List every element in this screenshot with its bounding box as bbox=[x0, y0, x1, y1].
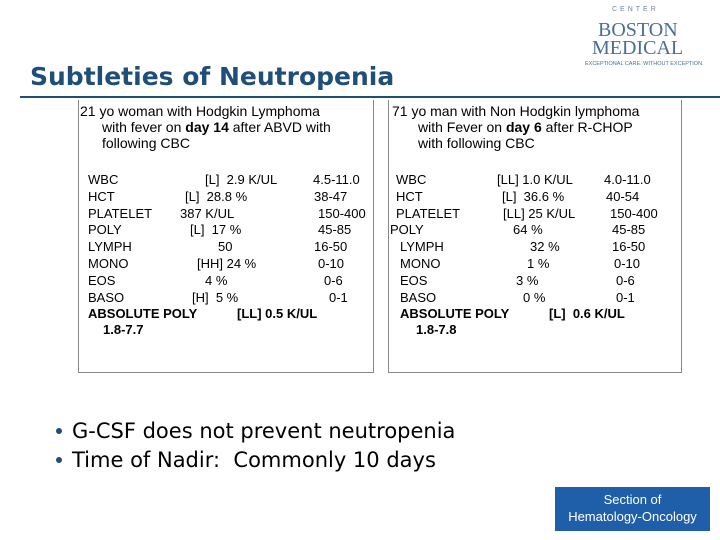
lab-value: [H] 5 % bbox=[192, 289, 239, 305]
bullet-dot bbox=[56, 428, 62, 434]
lab-range: 0-6 bbox=[616, 272, 635, 288]
abs-range: 1.8-7.8 bbox=[416, 322, 457, 338]
title: Subtleties of Neutropenia bbox=[30, 62, 395, 91]
lab-value: [L] 28.8 % bbox=[185, 188, 248, 204]
bullet-text: Time of Nadir: Commonly 10 days bbox=[72, 448, 436, 472]
lab-name: PLATELET bbox=[396, 205, 461, 221]
heading-part: 21 yo woman with Hodgkin Lymphoma bbox=[80, 103, 320, 119]
case-box bbox=[388, 100, 682, 373]
abs-label: ABSOLUTE POLY bbox=[88, 306, 198, 322]
lab-range: 16-50 bbox=[612, 239, 646, 255]
lab-range: 4.5-11.0 bbox=[313, 172, 360, 187]
lab-name: EOS bbox=[400, 272, 428, 288]
lab-name: POLY bbox=[390, 222, 424, 238]
heading-part: with following CBC bbox=[418, 135, 535, 151]
lab-value: [L] 36.6 % bbox=[502, 188, 565, 204]
lab-range: 0-1 bbox=[329, 289, 348, 305]
lab-name: HCT bbox=[396, 188, 423, 204]
lab-range: 38-47 bbox=[314, 188, 348, 204]
heading-part: after ABVD with bbox=[228, 119, 331, 135]
lab-range: 0-6 bbox=[324, 272, 343, 288]
lab-value: 50 bbox=[218, 239, 233, 255]
lab-range: 150-400 bbox=[318, 205, 366, 221]
heading-part: with fever on bbox=[102, 119, 186, 135]
logo-line: MEDICAL bbox=[592, 37, 684, 59]
lab-range: 0-10 bbox=[318, 256, 345, 271]
lab-range: 0-10 bbox=[614, 256, 641, 271]
case-heading: following CBC bbox=[102, 136, 190, 150]
lab-value: 4 % bbox=[205, 272, 228, 288]
heading-part: with Fever on bbox=[418, 119, 506, 135]
lab-range: 45-85 bbox=[612, 222, 646, 238]
logo-line: BOSTON bbox=[598, 19, 678, 41]
lab-value: 32 % bbox=[530, 239, 560, 255]
abs-value: [L] 0.6 K/UL bbox=[549, 306, 625, 322]
lab-range: 0-1 bbox=[616, 289, 635, 305]
title-rule bbox=[20, 96, 720, 98]
case-heading: with following CBC bbox=[418, 136, 535, 150]
logo-arc: CENTER bbox=[612, 6, 659, 13]
logo-tagline: EXCEPTIONAL CARE. WITHOUT EXCEPTION. bbox=[585, 61, 704, 67]
heading-part: following CBC bbox=[102, 135, 190, 151]
lab-name: BASO bbox=[88, 289, 125, 305]
lab-name: EOS bbox=[88, 272, 116, 288]
lab-range: 16-50 bbox=[314, 239, 348, 255]
case-heading: with fever on day 14 after ABVD with bbox=[102, 120, 331, 134]
lab-name: PLATELET bbox=[88, 205, 153, 221]
case-heading: 71 yo man with Non Hodgkin lymphoma bbox=[392, 104, 639, 118]
bullet-text: G-CSF does not prevent neutropenia bbox=[72, 419, 456, 443]
bullet-dot bbox=[56, 457, 62, 463]
abs-label: ABSOLUTE POLY bbox=[400, 306, 510, 322]
lab-name: WBC bbox=[88, 172, 119, 187]
footer-text: Section of bbox=[603, 492, 662, 507]
footer-box: Section of Hematology-Oncology bbox=[555, 487, 710, 531]
lab-name: MONO bbox=[400, 256, 441, 271]
lab-value: 387 K/UL bbox=[180, 205, 235, 221]
lab-range: 4.0-11.0 bbox=[604, 172, 651, 187]
abs-value: [LL] 0.5 K/UL bbox=[237, 306, 318, 322]
lab-value: [L] 2.9 K/UL bbox=[205, 172, 278, 187]
lab-name: LYMPH bbox=[400, 239, 444, 255]
lab-value: 1 % bbox=[527, 256, 550, 271]
lab-range: 40-54 bbox=[606, 188, 640, 204]
lab-name: POLY bbox=[88, 222, 122, 238]
lab-name: MONO bbox=[88, 256, 129, 271]
lab-range: 150-400 bbox=[610, 205, 658, 221]
lab-value: 3 % bbox=[516, 272, 539, 288]
lab-name: WBC bbox=[396, 172, 427, 187]
case-box bbox=[78, 100, 374, 373]
heading-part: day 14 bbox=[185, 119, 229, 135]
heading-part: 71 yo man with Non Hodgkin lymphoma bbox=[392, 103, 640, 119]
lab-name: BASO bbox=[400, 289, 437, 305]
case-heading: 21 yo woman with Hodgkin Lymphoma bbox=[80, 104, 320, 118]
case-heading: with Fever on day 6 after R-CHOP bbox=[418, 120, 633, 134]
heading-part: after R-CHOP bbox=[541, 119, 633, 135]
lab-value: 0 % bbox=[523, 289, 546, 305]
lab-value: [LL] 1.0 K/UL bbox=[497, 172, 573, 187]
heading-part: day 6 bbox=[505, 119, 542, 135]
lab-value: [L] 17 % bbox=[190, 222, 242, 238]
lab-value: [HH] 24 % bbox=[197, 256, 257, 271]
lab-value: [LL] 25 K/UL bbox=[503, 205, 576, 221]
lab-range: 45-85 bbox=[318, 222, 352, 238]
footer-text: Hematology-Oncology bbox=[568, 509, 697, 524]
lab-value: 64 % bbox=[513, 222, 543, 238]
lab-name: HCT bbox=[88, 188, 115, 204]
lab-name: LYMPH bbox=[88, 239, 132, 255]
abs-range: 1.8-7.7 bbox=[103, 322, 144, 338]
